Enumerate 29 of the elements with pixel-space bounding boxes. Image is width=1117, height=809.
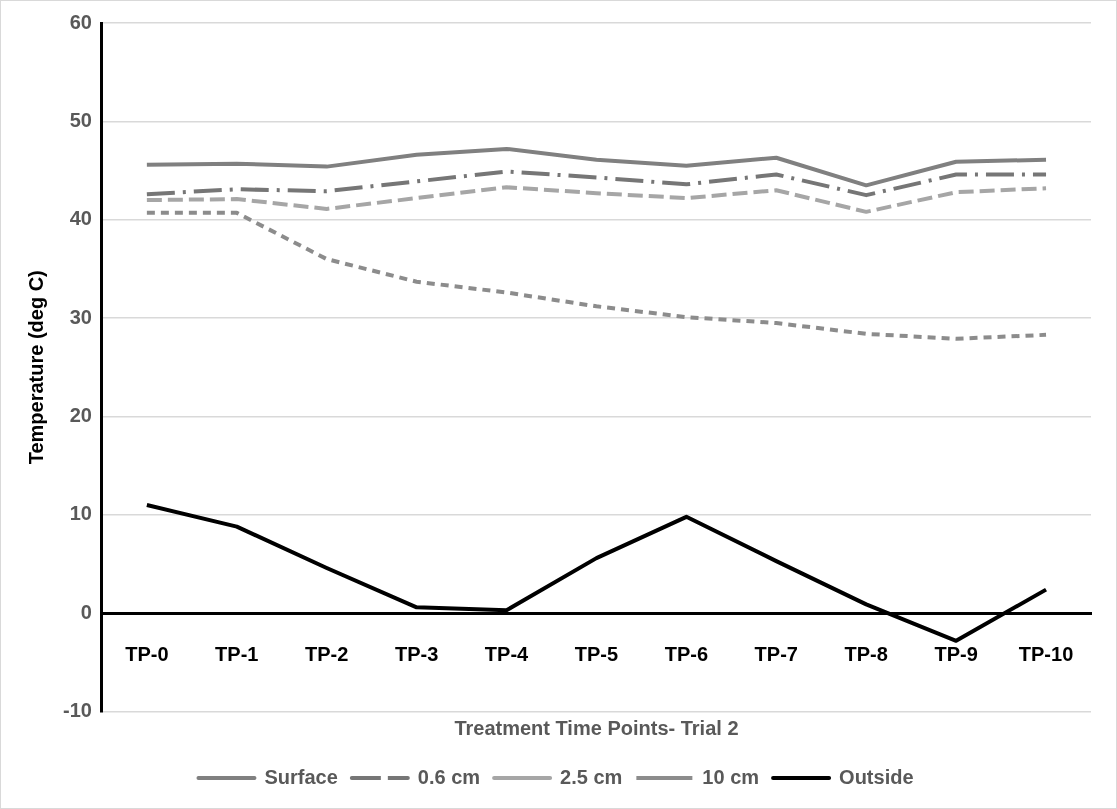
x-tick-label: TP-10 xyxy=(1018,642,1074,665)
x-axis-title: Treatment Time Points- Trial 2 xyxy=(454,717,739,740)
y-tick-label: 50 xyxy=(69,108,92,131)
x-tick-label: TP-0 xyxy=(125,642,169,665)
x-tick-label: TP-3 xyxy=(394,642,439,665)
y-axis-title: Temperature (deg C) xyxy=(24,270,47,465)
x-tick-label: TP-2 xyxy=(305,642,349,665)
x-tick-label: TP-5 xyxy=(574,642,619,665)
x-tick-label: TP-4 xyxy=(484,642,530,665)
y-tick-label: 20 xyxy=(69,404,92,426)
line-series xyxy=(144,210,1049,341)
line-series xyxy=(144,185,1049,214)
y-tick-label: 10 xyxy=(69,502,92,525)
legend-label: 0.6 cm xyxy=(417,765,481,788)
y-tick-label: 40 xyxy=(69,207,92,230)
x-tick-label: TP-9 xyxy=(934,642,978,665)
y-tick-label: 30 xyxy=(69,305,92,328)
legend-label: Surface xyxy=(264,765,338,788)
legend-label: Outside xyxy=(839,765,914,788)
x-tick-label: TP-8 xyxy=(844,642,888,665)
legend-label: 2.5 cm xyxy=(560,765,623,788)
y-tick-label: 0 xyxy=(80,600,92,623)
line-series xyxy=(144,169,1049,198)
x-tick-label: TP-7 xyxy=(754,642,798,665)
x-tick-label: TP-1 xyxy=(215,642,259,665)
legend-label: 10 cm xyxy=(702,765,760,788)
x-tick-label: TP-6 xyxy=(664,642,709,665)
y-tick-label: -10 xyxy=(63,699,92,722)
y-tick-label: 60 xyxy=(69,10,92,33)
